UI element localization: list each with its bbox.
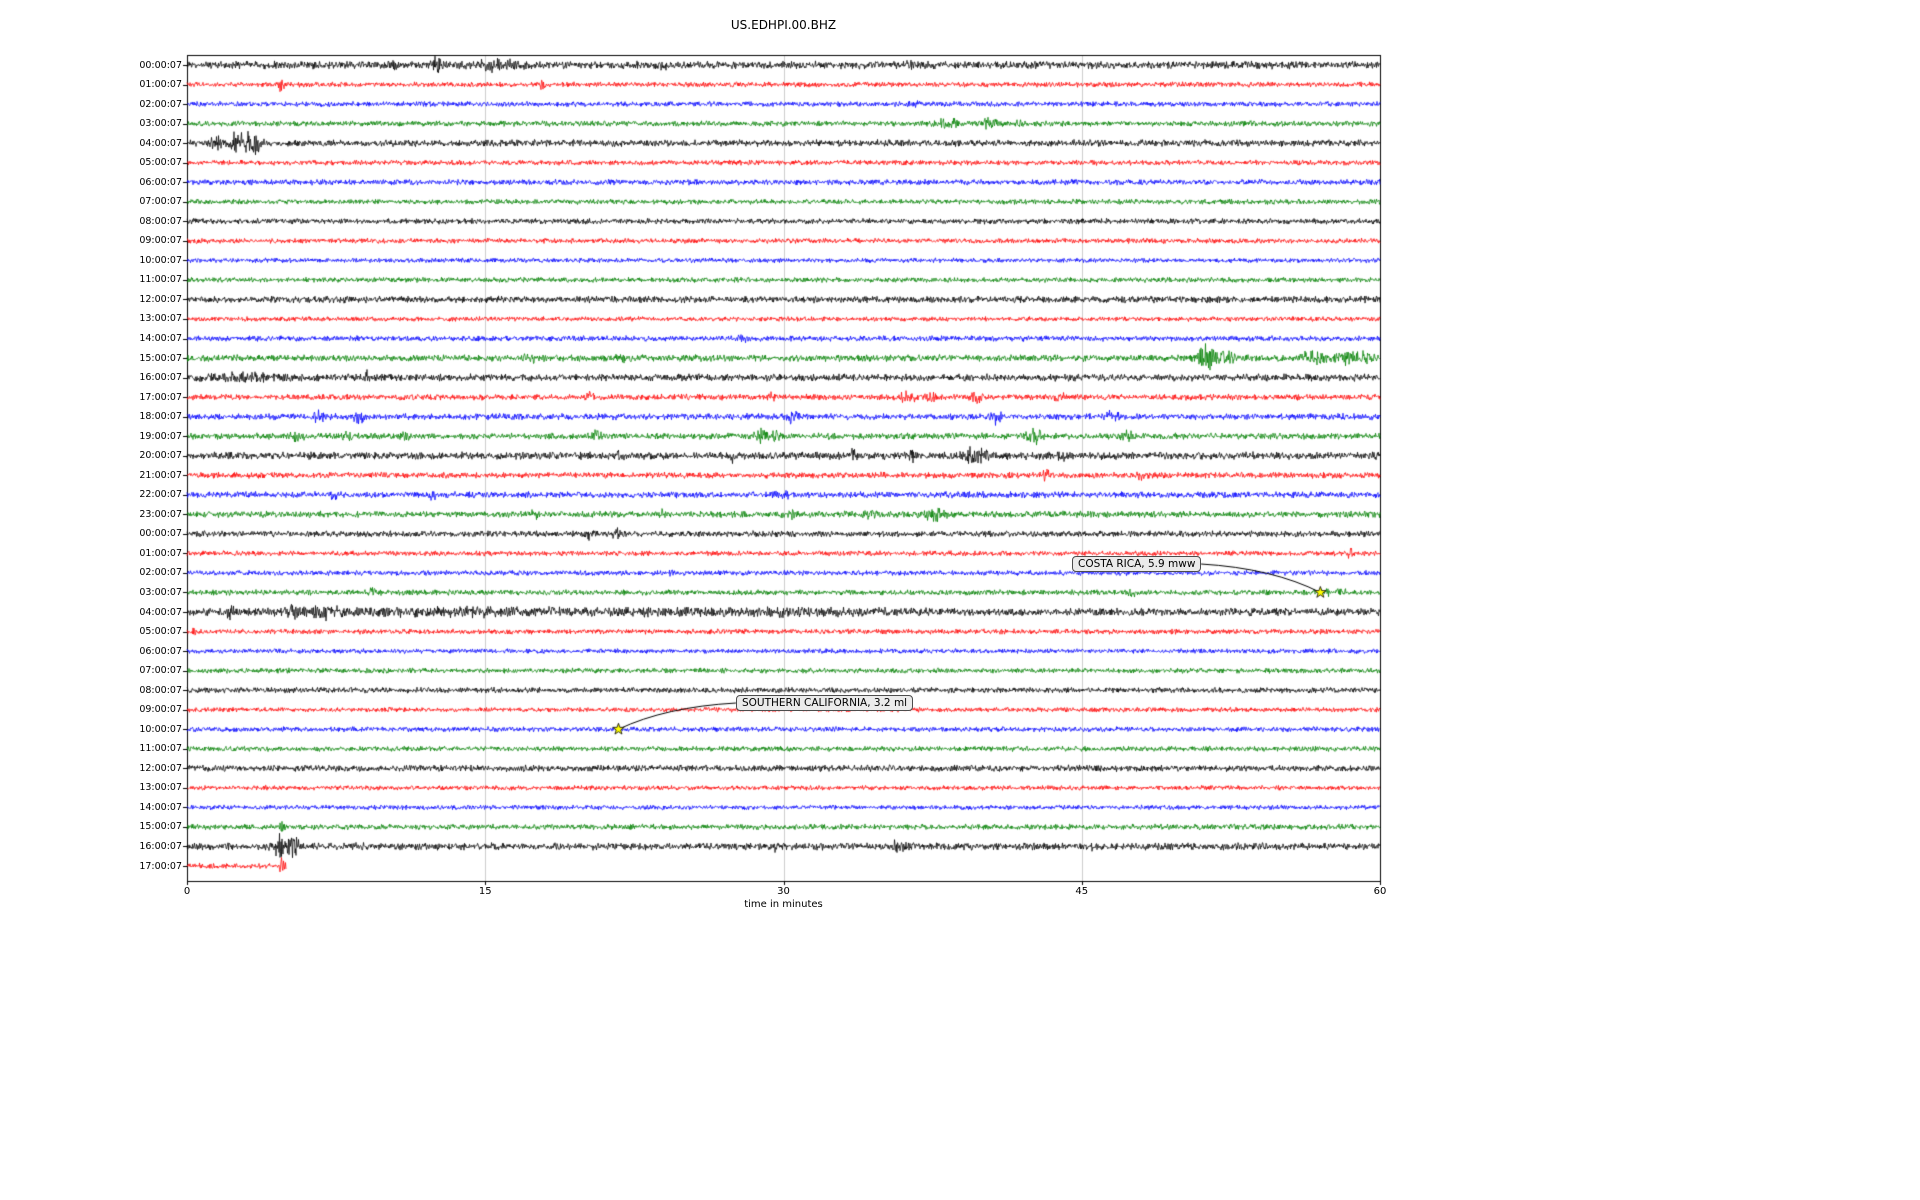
y-tick-label: 13:00:07 (139, 782, 182, 794)
y-tick-label: 22:00:07 (139, 489, 182, 501)
y-tick-label: 02:00:07 (139, 567, 182, 579)
y-tick-label: 08:00:07 (139, 684, 182, 696)
y-axis-tick-labels: 00:00:07 01:00:07 02:00:07 03:00:07 04:00:07… (0, 0, 182, 1200)
y-tick-label: 04:00:07 (139, 137, 182, 149)
y-tick-label: 12:00:07 (139, 762, 182, 774)
y-tick-label: 09:00:07 (139, 235, 182, 247)
y-tick-label: 11:00:07 (139, 743, 182, 755)
y-tick-label: 19:00:07 (139, 430, 182, 442)
annotation-costa-rica: COSTA RICA, 5.9 mww (1072, 556, 1202, 572)
y-tick-label: 07:00:07 (139, 196, 182, 208)
y-tick-label: 12:00:07 (139, 293, 182, 305)
y-tick-label: 06:00:07 (139, 645, 182, 657)
y-tick-label: 16:00:07 (139, 840, 182, 852)
y-tick-label: 05:00:07 (139, 626, 182, 638)
y-tick-label: 21:00:07 (139, 469, 182, 481)
y-tick-label: 18:00:07 (139, 411, 182, 423)
y-tick-label: 09:00:07 (139, 704, 182, 716)
y-tick-label: 06:00:07 (139, 176, 182, 188)
y-tick-label: 13:00:07 (139, 313, 182, 325)
y-tick-label: 14:00:07 (139, 333, 182, 344)
y-tick-label: 03:00:07 (139, 118, 182, 130)
y-tick-label: 23:00:07 (139, 508, 182, 520)
y-tick-label: 02:00:07 (139, 98, 182, 110)
y-tick-label: 05:00:07 (139, 157, 182, 169)
y-tick-label: 08:00:07 (139, 215, 182, 227)
y-tick-label: 14:00:07 (139, 801, 182, 813)
y-tick-label: 20:00:07 (139, 450, 182, 462)
y-tick-label: 01:00:07 (139, 547, 182, 559)
y-tick-label: 01:00:07 (139, 79, 182, 91)
y-tick-label: 07:00:07 (139, 665, 182, 677)
y-tick-label: 17:00:07 (139, 860, 182, 872)
y-tick-label: 16:00:07 (139, 372, 182, 384)
y-tick-label: 00:00:07 (139, 59, 182, 71)
y-tick-label: 17:00:07 (139, 391, 182, 403)
y-tick-label: 04:00:07 (139, 606, 182, 618)
y-tick-label: 03:00:07 (139, 586, 182, 598)
x-axis-label: time in minutes (744, 899, 823, 910)
annotation-southern-california: SOUTHERN CALIFORNIA, 3.2 ml (736, 695, 914, 711)
y-tick-label: 10:00:07 (139, 254, 182, 266)
y-tick-label: 11:00:07 (139, 274, 182, 286)
y-tick-label: 15:00:07 (139, 821, 182, 833)
y-tick-label: 10:00:07 (139, 723, 182, 735)
y-tick-label: 00:00:07 (139, 528, 182, 540)
y-tick-label: 15:00:07 (139, 352, 182, 364)
